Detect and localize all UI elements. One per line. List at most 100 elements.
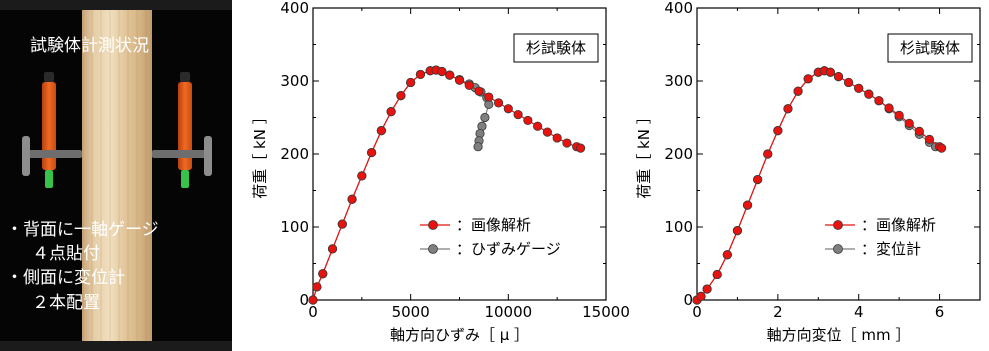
data-point-series-0 xyxy=(347,194,357,204)
data-point-series-0 xyxy=(415,69,426,80)
y-axis-label: 荷重［ kN ］ xyxy=(251,109,269,198)
data-point-series-0 xyxy=(327,244,338,254)
data-point-series-0 xyxy=(542,127,553,137)
y-tick-label: 0 xyxy=(299,291,309,309)
data-point-series-0 xyxy=(833,72,844,82)
data-point-series-0 xyxy=(722,250,732,260)
data-point-series-0 xyxy=(552,133,562,143)
x-tick-label: 0 xyxy=(692,303,702,321)
data-point-series-0 xyxy=(318,269,328,279)
data-point-series-0 xyxy=(406,77,416,88)
data-point-series-0 xyxy=(803,74,813,84)
left-displacement-transducer-cap xyxy=(44,72,54,82)
left-displacement-transducer xyxy=(42,82,56,170)
legend-marker-0 xyxy=(833,220,843,230)
legend-label-0: ：画像解析 xyxy=(456,216,531,234)
data-point-series-0 xyxy=(513,109,523,120)
chart-title: 杉試験体 xyxy=(526,39,586,57)
left-clamp-bolt xyxy=(22,136,30,176)
data-point-series-0 xyxy=(464,80,474,90)
legend-label-1: ：変位計 xyxy=(861,240,921,258)
x-axis-label: 軸方向ひずみ［ μ ］ xyxy=(390,326,529,344)
x-tick-label: 10000 xyxy=(484,303,532,321)
data-point-series-1 xyxy=(473,142,483,152)
y-tick-label: 0 xyxy=(683,291,693,309)
photo-note-transducers: ・側面に変位計 xyxy=(6,268,125,288)
x-tick-label: 15000 xyxy=(582,303,630,321)
left-clamp-bracket xyxy=(22,150,82,158)
data-point-series-0 xyxy=(732,226,743,236)
data-point-series-0 xyxy=(366,147,377,158)
x-tick-label: 5000 xyxy=(392,303,430,321)
data-point-series-0 xyxy=(484,92,494,102)
chart-title: 杉試験体 xyxy=(900,39,960,57)
data-point-series-0 xyxy=(493,98,504,108)
y-tick-label: 400 xyxy=(280,0,309,17)
data-point-series-0 xyxy=(936,143,947,153)
data-point-series-0 xyxy=(712,269,722,280)
data-point-series-0 xyxy=(894,110,904,120)
data-point-series-0 xyxy=(576,143,586,153)
data-point-series-0 xyxy=(884,103,894,113)
data-point-series-0 xyxy=(742,200,753,210)
bottom-loading-plate xyxy=(0,341,232,351)
y-tick-label: 300 xyxy=(664,72,693,90)
right-displacement-transducer xyxy=(178,82,192,170)
data-point-series-0 xyxy=(696,291,706,301)
data-point-series-0 xyxy=(474,86,484,96)
y-tick-label: 100 xyxy=(664,218,693,236)
data-point-series-0 xyxy=(904,118,914,128)
legend-marker-1 xyxy=(833,244,843,254)
data-point-series-0 xyxy=(914,126,924,136)
x-tick-label: 0 xyxy=(308,303,318,321)
data-point-series-0 xyxy=(825,67,836,77)
data-point-series-0 xyxy=(783,104,793,114)
data-point-series-0 xyxy=(562,138,572,148)
photo-title: 試験体計測状況 xyxy=(30,36,149,56)
y-tick-label: 200 xyxy=(280,145,309,163)
chart-title-box xyxy=(513,33,599,63)
data-point-series-0 xyxy=(924,134,935,144)
top-loading-plate xyxy=(0,0,232,10)
photo-note-strain-gauges: ・背面に一軸ゲージ xyxy=(6,220,159,240)
data-point-series-0 xyxy=(445,70,455,80)
data-point-series-0 xyxy=(844,77,854,88)
data-point-series-0 xyxy=(864,89,874,99)
x-axis-label: 軸方向変位［ mm ］ xyxy=(767,326,911,344)
x-tick-label: 4 xyxy=(854,303,864,321)
data-point-series-1 xyxy=(480,112,490,123)
data-point-series-0 xyxy=(454,75,465,85)
data-point-series-0 xyxy=(503,104,513,114)
right-clamp-bracket xyxy=(152,150,212,158)
data-point-series-0 xyxy=(753,174,763,185)
data-point-series-0 xyxy=(376,126,386,136)
data-point-series-0 xyxy=(308,295,318,305)
y-tick-label: 300 xyxy=(280,72,309,90)
data-point-series-0 xyxy=(437,66,447,77)
specimen-photo: 試験体計測状況 ・背面に一軸ゲージ ４点貼付 ・側面に変位計 ２本配置 xyxy=(0,0,232,351)
timber-specimen xyxy=(82,0,152,351)
data-point-series-0 xyxy=(386,107,396,117)
legend-marker-0 xyxy=(428,220,438,230)
x-tick-label: 2 xyxy=(773,303,783,321)
left-transducer-tip xyxy=(45,170,53,188)
data-point-series-0 xyxy=(533,121,543,131)
y-axis-label: 荷重［ kN ］ xyxy=(635,109,653,198)
data-point-series-0 xyxy=(793,86,803,96)
legend-label-1: ：ひずみゲージ xyxy=(456,240,561,258)
data-point-series-0 xyxy=(523,115,533,126)
y-tick-label: 100 xyxy=(280,218,309,236)
right-clamp-bolt xyxy=(204,136,212,176)
data-point-series-0 xyxy=(357,171,367,181)
right-transducer-tip xyxy=(181,170,189,188)
timber-grain xyxy=(82,0,152,351)
x-tick-label: 6 xyxy=(935,303,945,321)
data-point-series-0 xyxy=(337,219,347,229)
right-displacement-transducer-cap xyxy=(180,72,190,82)
legend-label-0: ：画像解析 xyxy=(861,216,936,234)
data-point-series-0 xyxy=(312,282,322,292)
data-point-series-0 xyxy=(854,83,864,93)
data-point-series-0 xyxy=(874,96,884,106)
